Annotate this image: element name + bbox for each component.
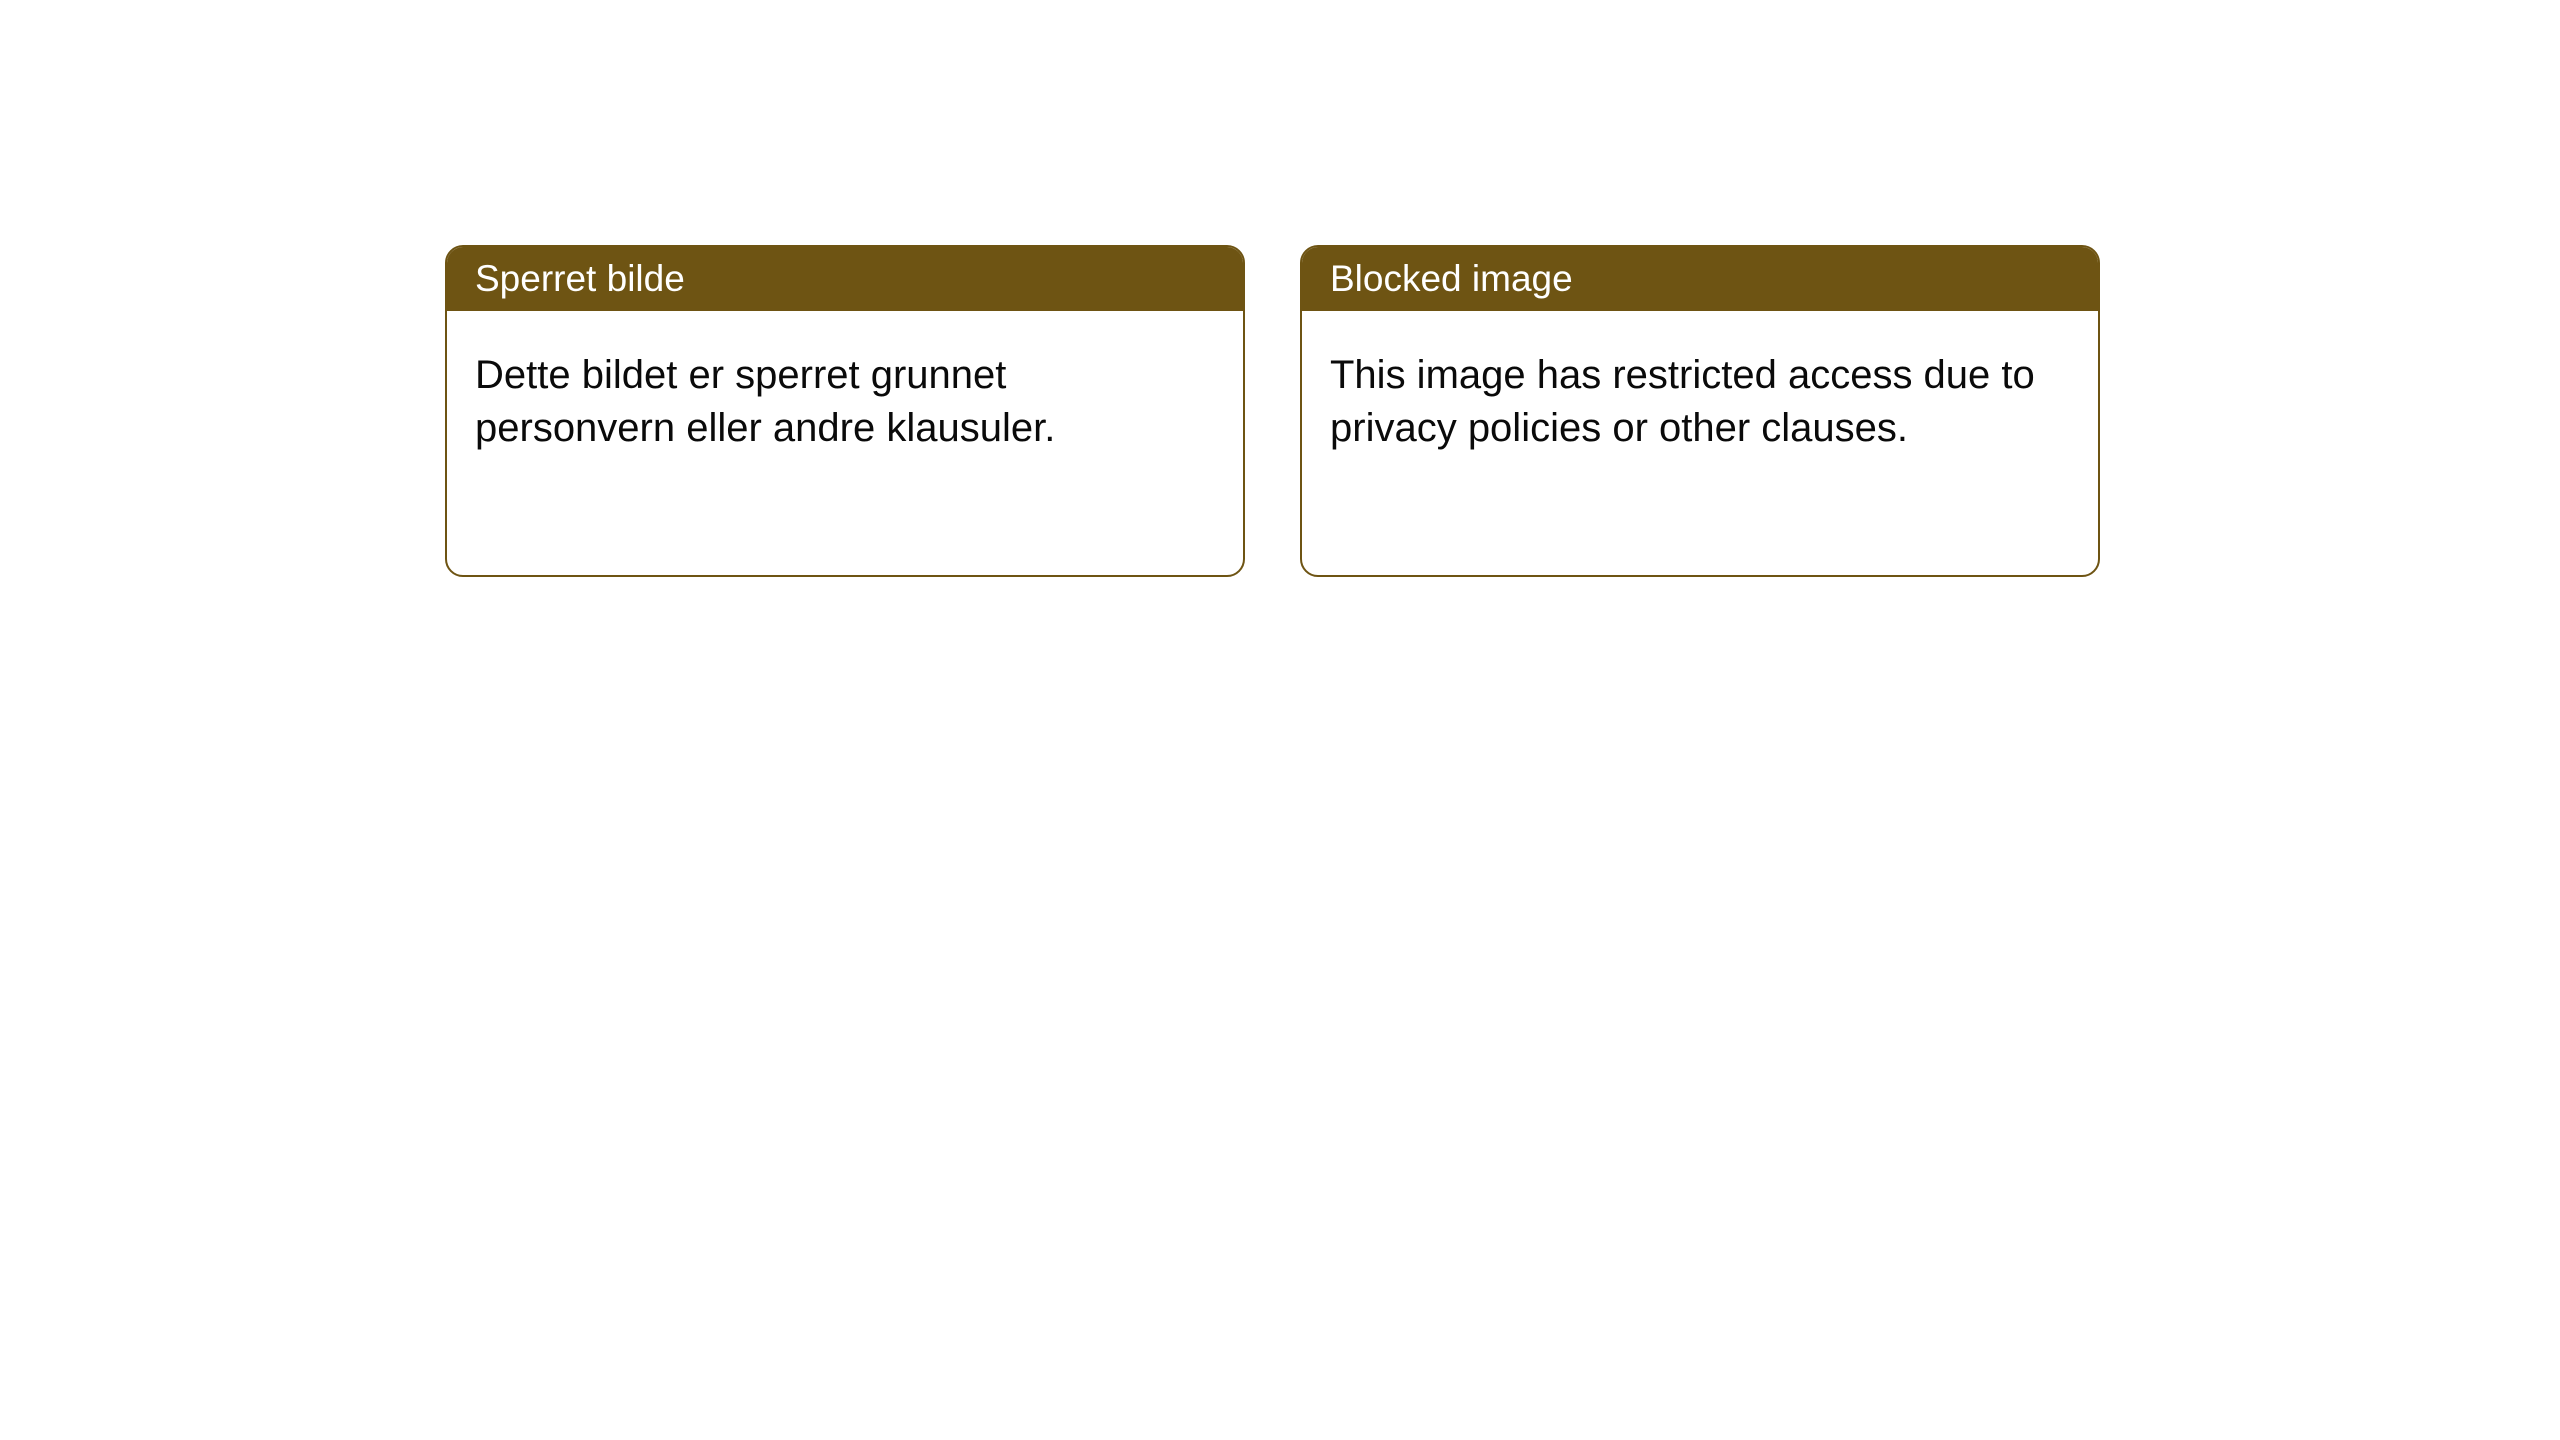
notice-cards-row: Sperret bilde Dette bildet er sperret gr… (0, 0, 2560, 577)
blocked-image-card-no: Sperret bilde Dette bildet er sperret gr… (445, 245, 1245, 577)
card-body-en: This image has restricted access due to … (1302, 311, 2098, 493)
card-body-no: Dette bildet er sperret grunnet personve… (447, 311, 1243, 493)
card-title-en: Blocked image (1302, 247, 2098, 311)
blocked-image-card-en: Blocked image This image has restricted … (1300, 245, 2100, 577)
card-title-no: Sperret bilde (447, 247, 1243, 311)
